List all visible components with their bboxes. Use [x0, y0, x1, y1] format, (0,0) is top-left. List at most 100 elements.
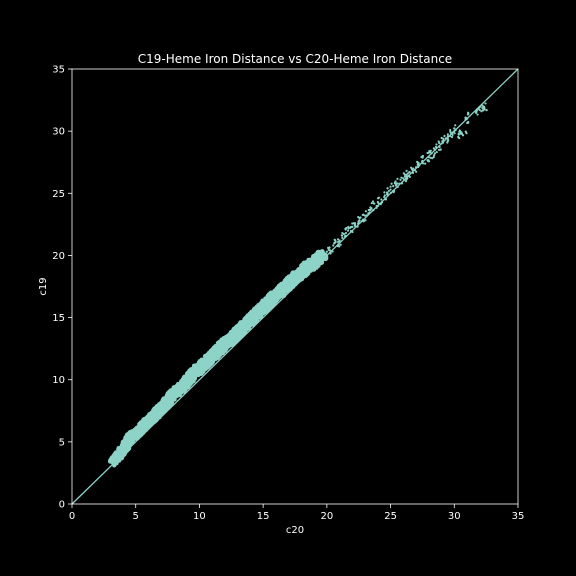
scatter-point — [272, 297, 277, 302]
scatter-point — [349, 225, 353, 229]
scatter-point — [459, 130, 462, 134]
scatter-point — [453, 132, 456, 135]
scatter-point — [336, 240, 340, 244]
scatter-point — [254, 304, 259, 310]
scatter-point — [389, 188, 392, 191]
scatter-point — [408, 171, 411, 174]
scatter-point — [199, 361, 204, 366]
scatter-point — [226, 333, 232, 339]
scatter-point — [429, 149, 432, 152]
x-tick-label: 20 — [320, 511, 333, 522]
scatter-point — [166, 402, 172, 407]
scatter-point — [247, 318, 253, 323]
scatter-point — [223, 338, 228, 343]
scatter-point — [453, 127, 456, 130]
scatter-point — [153, 412, 158, 418]
scatter-point — [320, 252, 324, 255]
scatter-point — [387, 189, 391, 193]
scatter-point — [383, 195, 386, 199]
scatter-point — [271, 292, 277, 298]
scatter-point — [435, 150, 438, 154]
scatter-point — [435, 143, 438, 146]
y-tick-label: 35 — [52, 65, 65, 76]
scatter-point — [177, 392, 182, 398]
x-tick-label: 25 — [384, 511, 397, 522]
scatter-point — [315, 249, 321, 255]
axis-ticks-layer: 0 5 10 15 20 25 30 35 0 5 10 15 20 25 30 35 — [52, 65, 524, 523]
scatter-point — [134, 432, 139, 437]
scatter-point — [344, 231, 348, 235]
x-tick-label: 35 — [512, 511, 525, 522]
scatter-point — [464, 116, 467, 119]
scatter-point — [218, 343, 223, 348]
scatter-point — [467, 112, 470, 116]
scatter-point — [369, 206, 372, 209]
scatter-point — [148, 417, 153, 422]
scatter-point — [289, 283, 295, 289]
scatter-point — [392, 185, 395, 188]
scatter-point — [408, 175, 411, 178]
scatter-point — [362, 213, 365, 216]
x-tick-label: 0 — [69, 511, 75, 522]
scatter-point — [321, 249, 324, 253]
plot-frame — [71, 68, 519, 505]
scatter-point — [328, 246, 331, 250]
scatter-point — [231, 327, 237, 332]
scatter-point — [389, 185, 392, 188]
scatter-point — [357, 216, 360, 219]
scatter-point — [467, 120, 470, 124]
scatter-point — [484, 102, 487, 105]
scatter-point — [280, 288, 285, 293]
scatter-point — [424, 162, 427, 165]
x-tick-label: 15 — [257, 511, 270, 522]
scatter-point — [432, 155, 435, 159]
scatter-point — [364, 219, 367, 222]
scatter-point — [122, 446, 128, 451]
scatter-point — [485, 109, 488, 112]
y-tick-label: 15 — [52, 313, 65, 324]
chart-title: C19-Heme Iron Distance vs C20-Heme Iron … — [138, 52, 452, 66]
scatter-point — [325, 252, 328, 255]
x-tick-label: 10 — [193, 511, 206, 522]
scatter-point — [198, 368, 204, 373]
scatter-point — [429, 156, 432, 159]
y-tick-label: 5 — [59, 437, 65, 448]
scatter-point — [285, 284, 290, 289]
scatter-point — [120, 443, 125, 448]
scatter-point — [332, 244, 335, 247]
scatter-point — [280, 292, 285, 297]
scatter-point — [443, 134, 446, 138]
scatter-point — [228, 340, 233, 345]
scatter-point — [139, 425, 145, 431]
scatter-point — [325, 250, 328, 253]
scatter-point — [143, 419, 148, 425]
scatter-point — [341, 231, 344, 235]
scatter-point — [167, 389, 173, 394]
y-tick-label: 0 — [59, 500, 65, 511]
scatter-point — [239, 323, 244, 328]
x-tick-label: 5 — [133, 511, 139, 522]
scatter-point — [250, 309, 256, 315]
scatter-point — [302, 266, 308, 271]
scatter-point — [372, 202, 376, 205]
scatter-point — [386, 187, 389, 190]
scatter-point — [295, 270, 301, 276]
scatter-point — [217, 352, 222, 358]
scatter-point — [333, 238, 336, 241]
scatter-point — [421, 155, 424, 158]
scatter-point — [480, 110, 483, 113]
scatter-point — [390, 182, 393, 185]
scatter-point — [481, 104, 484, 107]
scatter-point — [250, 315, 256, 320]
scatter-point — [190, 372, 195, 377]
scatter-point — [159, 403, 164, 408]
scatter-point — [192, 368, 198, 374]
scatter-point — [416, 160, 419, 163]
scatter-point — [352, 222, 355, 225]
scatter-point — [457, 133, 460, 136]
scatter-point — [359, 216, 362, 219]
scatter-point — [347, 225, 350, 229]
scatter-point — [216, 347, 221, 352]
y-tick-label: 20 — [52, 251, 65, 262]
